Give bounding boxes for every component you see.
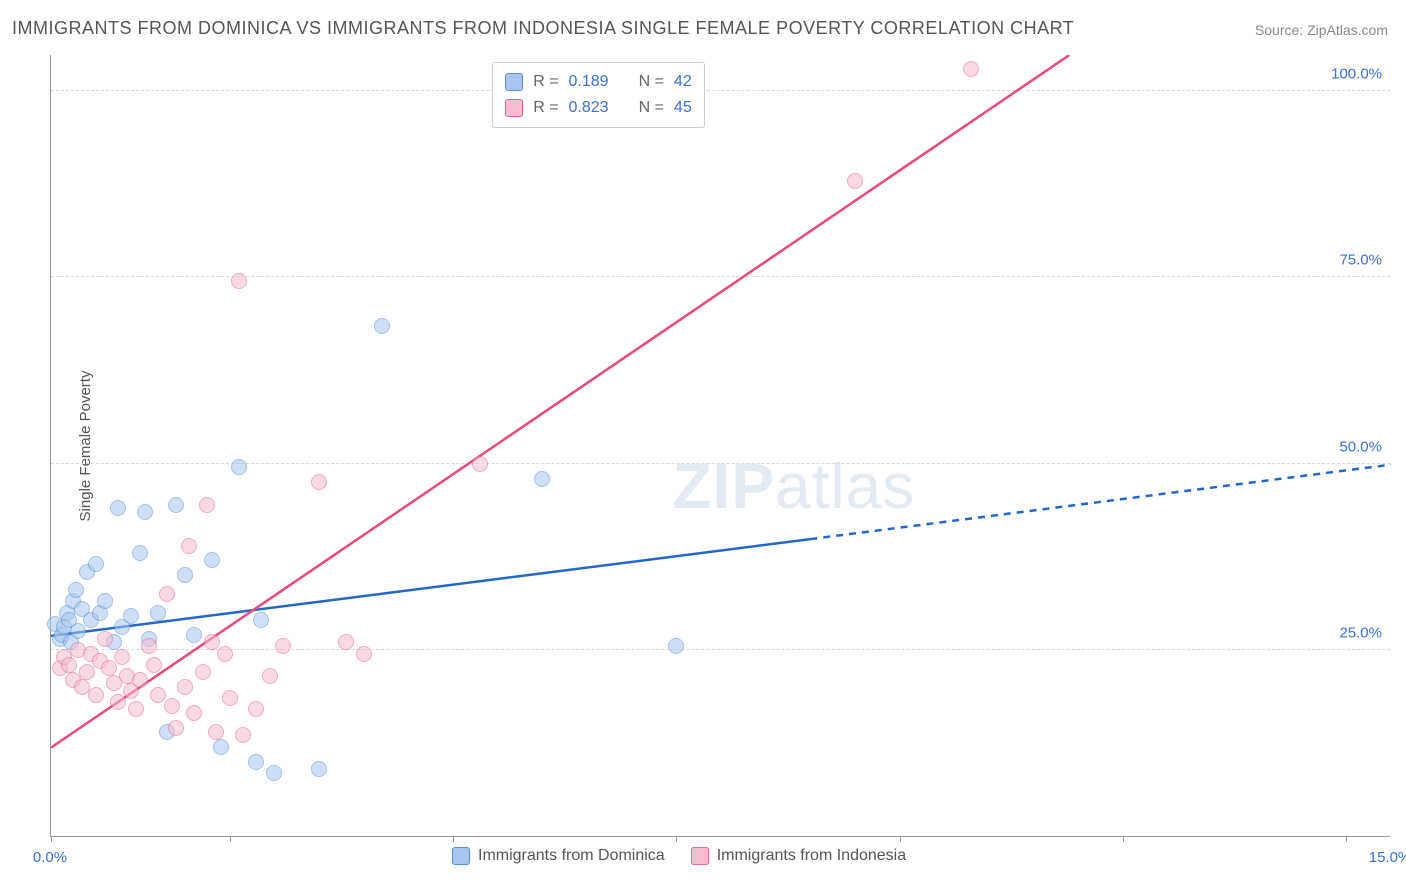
data-point bbox=[275, 638, 291, 654]
y-tick-label: 50.0% bbox=[1339, 438, 1382, 455]
data-point bbox=[222, 690, 238, 706]
data-point bbox=[356, 646, 372, 662]
data-point bbox=[70, 623, 86, 639]
gridline bbox=[51, 649, 1390, 650]
data-point bbox=[141, 638, 157, 654]
trend-lines bbox=[51, 55, 1391, 837]
data-point bbox=[164, 698, 180, 714]
n-label: N = bbox=[639, 95, 664, 121]
x-tick bbox=[676, 836, 677, 842]
legend-item: Immigrants from Indonesia bbox=[691, 847, 906, 865]
data-point bbox=[217, 646, 233, 662]
data-point bbox=[235, 727, 251, 743]
legend-item: Immigrants from Dominica bbox=[452, 847, 665, 865]
watermark: ZIPatlas bbox=[672, 449, 915, 523]
data-point bbox=[159, 586, 175, 602]
legend-label: Immigrants from Dominica bbox=[478, 847, 665, 865]
y-tick-label: 75.0% bbox=[1339, 252, 1382, 269]
x-tick bbox=[453, 836, 454, 842]
data-point bbox=[847, 173, 863, 189]
data-point bbox=[204, 634, 220, 650]
x-tick-label: 0.0% bbox=[33, 849, 67, 866]
legend-swatch bbox=[505, 99, 523, 117]
r-value: 0.823 bbox=[569, 95, 609, 121]
r-value: 0.189 bbox=[569, 69, 609, 95]
legend-swatch bbox=[691, 847, 709, 865]
data-point bbox=[114, 649, 130, 665]
data-point bbox=[132, 672, 148, 688]
data-point bbox=[186, 705, 202, 721]
data-point bbox=[97, 593, 113, 609]
x-tick bbox=[1123, 836, 1124, 842]
data-point bbox=[374, 318, 390, 334]
data-point bbox=[110, 694, 126, 710]
gridline bbox=[51, 276, 1390, 277]
r-label: R = bbox=[533, 69, 558, 95]
r-label: R = bbox=[533, 95, 558, 121]
data-point bbox=[137, 504, 153, 520]
data-point bbox=[150, 605, 166, 621]
data-point bbox=[177, 679, 193, 695]
data-point bbox=[186, 627, 202, 643]
data-point bbox=[181, 538, 197, 554]
data-point bbox=[311, 761, 327, 777]
data-point bbox=[204, 552, 220, 568]
data-point bbox=[963, 61, 979, 77]
data-point bbox=[97, 631, 113, 647]
data-point bbox=[231, 273, 247, 289]
data-point bbox=[262, 668, 278, 684]
data-point bbox=[248, 701, 264, 717]
gridline bbox=[51, 90, 1390, 91]
data-point bbox=[79, 664, 95, 680]
correlation-legend: R = 0.189 N = 42 R = 0.823 N = 45 bbox=[492, 62, 705, 128]
x-tick bbox=[51, 836, 52, 842]
gridline bbox=[51, 463, 1390, 464]
legend-label: Immigrants from Indonesia bbox=[717, 847, 906, 865]
n-value: 45 bbox=[674, 95, 692, 121]
x-tick bbox=[230, 836, 231, 842]
n-label: N = bbox=[639, 69, 664, 95]
data-point bbox=[248, 754, 264, 770]
chart-title: IMMIGRANTS FROM DOMINICA VS IMMIGRANTS F… bbox=[12, 18, 1074, 39]
data-point bbox=[61, 657, 77, 673]
n-value: 42 bbox=[674, 69, 692, 95]
data-point bbox=[177, 567, 193, 583]
data-point bbox=[199, 497, 215, 513]
correlation-row: R = 0.823 N = 45 bbox=[505, 95, 692, 121]
data-point bbox=[128, 701, 144, 717]
data-point bbox=[266, 765, 282, 781]
data-point bbox=[88, 687, 104, 703]
data-point bbox=[168, 720, 184, 736]
correlation-row: R = 0.189 N = 42 bbox=[505, 69, 692, 95]
data-point bbox=[146, 657, 162, 673]
data-point bbox=[168, 497, 184, 513]
data-point bbox=[338, 634, 354, 650]
x-tick-label: 15.0% bbox=[1369, 849, 1406, 866]
data-point bbox=[68, 582, 84, 598]
data-point bbox=[231, 459, 247, 475]
data-point bbox=[195, 664, 211, 680]
data-point bbox=[101, 660, 117, 676]
data-point bbox=[132, 545, 148, 561]
data-point bbox=[668, 638, 684, 654]
y-tick-label: 25.0% bbox=[1339, 624, 1382, 641]
data-point bbox=[253, 612, 269, 628]
source-label: Source: ZipAtlas.com bbox=[1255, 22, 1388, 38]
y-tick-label: 100.0% bbox=[1331, 66, 1382, 83]
data-point bbox=[311, 474, 327, 490]
data-point bbox=[213, 739, 229, 755]
scatter-plot: ZIPatlas 25.0% 50.0% 75.0% 100.0% bbox=[50, 55, 1390, 837]
data-point bbox=[534, 471, 550, 487]
x-tick bbox=[900, 836, 901, 842]
series-legend: Immigrants from Dominica Immigrants from … bbox=[452, 847, 906, 865]
data-point bbox=[110, 500, 126, 516]
data-point bbox=[150, 687, 166, 703]
legend-swatch bbox=[505, 73, 523, 91]
data-point bbox=[88, 556, 104, 572]
x-tick bbox=[1346, 836, 1347, 842]
data-point bbox=[472, 456, 488, 472]
data-point bbox=[208, 724, 224, 740]
legend-swatch bbox=[452, 847, 470, 865]
data-point bbox=[123, 608, 139, 624]
